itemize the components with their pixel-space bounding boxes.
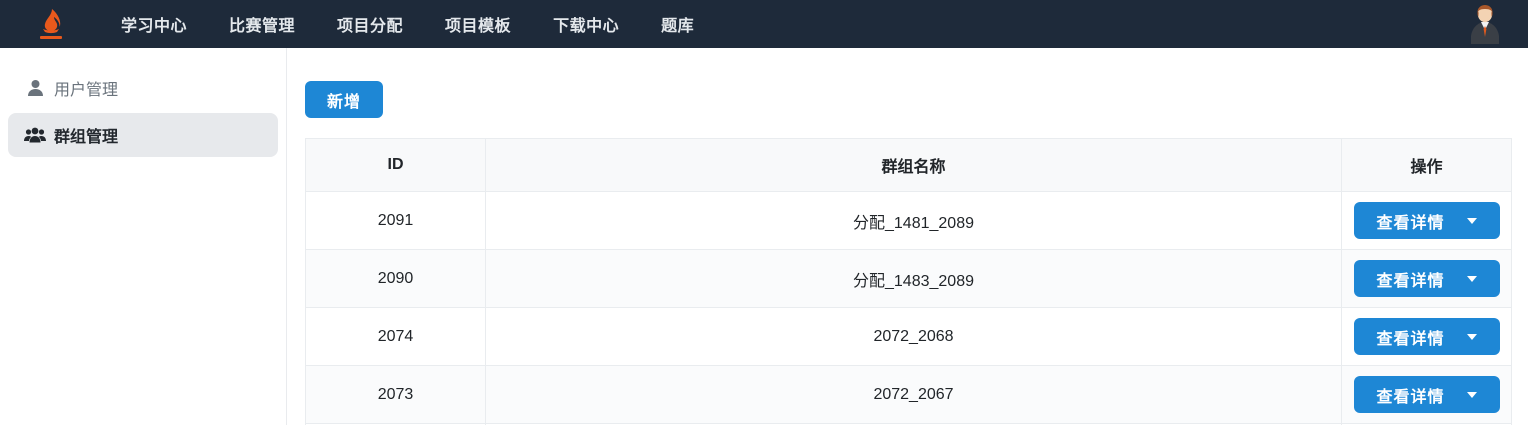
- view-details-dropdown-button[interactable]: 查看详情: [1353, 260, 1500, 297]
- column-header-group-name: 群组名称: [485, 138, 1342, 192]
- chevron-down-icon: [1466, 217, 1477, 224]
- nav-item-project-template[interactable]: 项目模板: [445, 18, 512, 35]
- view-details-dropdown-button[interactable]: 查看详情: [1353, 318, 1500, 355]
- sidebar-item-label: 用户管理: [54, 82, 119, 99]
- sidebar-item-user-management[interactable]: 用户管理: [8, 66, 278, 110]
- cell-group-name: 分配_1481_2089: [485, 191, 1342, 250]
- cell-group-id: 2091: [305, 191, 486, 250]
- sidebar-item-group-management[interactable]: 群组管理: [8, 113, 278, 157]
- flame-logo-icon: [41, 9, 61, 35]
- nav-item-competition-management[interactable]: 比赛管理: [229, 18, 296, 35]
- groups-table: ID 群组名称 操作 2091 分配_1481_2089 查看详情: [305, 138, 1512, 425]
- user-avatar[interactable]: [1468, 4, 1502, 44]
- logo-caption: [40, 36, 62, 39]
- table-header-row: ID 群组名称 操作: [305, 138, 1512, 192]
- table-row: 2091 分配_1481_2089 查看详情: [305, 191, 1512, 250]
- table-row: 2074 2072_2068 查看详情: [305, 307, 1512, 366]
- view-details-label: 查看详情: [1376, 330, 1445, 348]
- page-body: 用户管理 群组管理 新增 ID: [0, 48, 1528, 425]
- view-details-label: 查看详情: [1376, 272, 1445, 290]
- table-row: 2090 分配_1483_2089 查看详情: [305, 249, 1512, 308]
- table-row: 2073 2072_2067 查看详情: [305, 365, 1512, 424]
- view-details-label: 查看详情: [1376, 214, 1445, 232]
- cell-group-name: 2072_2068: [485, 307, 1342, 366]
- cell-group-name: 2072_2067: [485, 365, 1342, 424]
- add-button[interactable]: 新增: [305, 81, 383, 118]
- column-header-actions: 操作: [1341, 138, 1512, 192]
- users-icon: [24, 127, 46, 143]
- cell-group-id: 2074: [305, 307, 486, 366]
- sidebar: 用户管理 群组管理: [0, 48, 287, 425]
- sidebar-item-label: 群组管理: [54, 129, 119, 146]
- chevron-down-icon: [1466, 391, 1477, 398]
- view-details-label: 查看详情: [1376, 388, 1445, 406]
- user-icon: [24, 80, 46, 96]
- main-content: 新增 ID 群组名称 操作 2091 分配_1481_2089: [287, 48, 1528, 425]
- cell-group-name: 分配_1483_2089: [485, 249, 1342, 308]
- column-header-id: ID: [305, 138, 486, 192]
- nav-item-question-bank[interactable]: 题库: [661, 18, 695, 35]
- nav-item-download-center[interactable]: 下载中心: [553, 18, 620, 35]
- nav-item-learning-center[interactable]: 学习中心: [121, 18, 188, 35]
- chevron-down-icon: [1466, 275, 1477, 282]
- app-logo[interactable]: [38, 4, 64, 44]
- view-details-dropdown-button[interactable]: 查看详情: [1353, 376, 1500, 413]
- view-details-dropdown-button[interactable]: 查看详情: [1353, 202, 1500, 239]
- chevron-down-icon: [1466, 333, 1477, 340]
- table-row-partial: [305, 423, 1512, 425]
- nav-item-project-assignment[interactable]: 项目分配: [337, 18, 404, 35]
- cell-group-id: 2073: [305, 365, 486, 424]
- main-nav: 学习中心 比赛管理 项目分配 项目模板 下载中心 题库: [100, 0, 715, 49]
- top-navbar: 学习中心 比赛管理 项目分配 项目模板 下载中心 题库: [0, 0, 1528, 48]
- cell-group-id: 2090: [305, 249, 486, 308]
